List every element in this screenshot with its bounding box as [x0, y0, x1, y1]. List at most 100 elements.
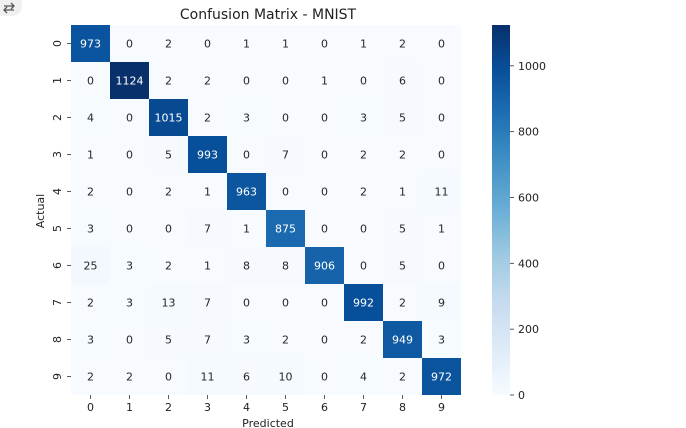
y-axis-label: Actual	[34, 194, 47, 228]
x-axis-label: Predicted	[242, 417, 294, 428]
heatmap-cell	[305, 173, 344, 210]
cell-value-label: 2	[399, 38, 406, 51]
cell-value-label: 1	[204, 186, 211, 199]
cell-value-label: 13	[162, 297, 176, 310]
cell-value-label: 5	[165, 334, 172, 347]
cell-value-label: 0	[360, 223, 367, 236]
cell-value-label: 2	[360, 149, 367, 162]
heatmap-cell	[383, 62, 422, 99]
cell-value-label: 3	[87, 223, 94, 236]
cell-value-label: 2	[87, 186, 94, 199]
heatmap-cell	[422, 136, 461, 173]
cell-value-label: 1	[282, 38, 289, 51]
heatmap-cell	[344, 358, 383, 395]
y-tick-label: 3	[51, 151, 64, 158]
colorbar-tick-label: 600	[518, 191, 539, 204]
cell-value-label: 25	[84, 260, 98, 273]
cell-value-label: 0	[321, 371, 328, 384]
heatmap-cell	[344, 173, 383, 210]
heatmap-cell	[110, 210, 149, 247]
heatmap-cell	[149, 25, 188, 62]
x-tick-label: 5	[282, 401, 289, 414]
x-tick-label: 3	[204, 401, 211, 414]
cell-value-label: 9	[438, 297, 445, 310]
cell-value-label: 0	[126, 334, 133, 347]
chart-title: Confusion Matrix - MNIST	[180, 7, 357, 23]
heatmap-cell	[188, 247, 227, 284]
heatmap-cell	[110, 247, 149, 284]
cell-value-label: 0	[282, 186, 289, 199]
heatmap-cell	[344, 25, 383, 62]
collapse-icon[interactable]	[0, 0, 22, 16]
colorbar-tick-label: 200	[518, 323, 539, 336]
cell-value-label: 0	[321, 38, 328, 51]
cell-value-label: 0	[321, 334, 328, 347]
heatmap-cell	[110, 136, 149, 173]
heatmap-cell	[266, 173, 305, 210]
heatmap-cell	[422, 321, 461, 358]
heatmap-cell	[188, 358, 227, 395]
cell-value-label: 0	[321, 223, 328, 236]
cell-value-label: 8	[243, 260, 250, 273]
colorbar-tick-label: 400	[518, 257, 539, 270]
heatmap-cell	[422, 25, 461, 62]
heatmap-cell	[188, 321, 227, 358]
cell-value-label: 0	[126, 149, 133, 162]
heatmap-cell	[383, 99, 422, 136]
x-tick-label: 8	[399, 401, 406, 414]
heatmap-cell	[188, 62, 227, 99]
heatmap-cell	[344, 136, 383, 173]
heatmap-cell	[422, 358, 461, 395]
heatmap-cell	[266, 25, 305, 62]
cell-value-label: 1	[87, 149, 94, 162]
heatmap-cell	[422, 210, 461, 247]
heatmap-cell	[305, 321, 344, 358]
heatmap-cell	[71, 136, 110, 173]
heatmap-cell	[305, 210, 344, 247]
cell-value-label: 3	[243, 334, 250, 347]
heatmap-cell	[71, 173, 110, 210]
heatmap-cell	[305, 284, 344, 321]
x-tick-label: 4	[243, 401, 250, 414]
heatmap-cell	[71, 99, 110, 136]
cell-value-label: 5	[399, 112, 406, 125]
heatmap-cell	[227, 358, 266, 395]
x-tick-label: 0	[87, 401, 94, 414]
cell-value-label: 0	[87, 75, 94, 88]
heatmap-cell	[422, 99, 461, 136]
heatmap-cell	[422, 284, 461, 321]
heatmap-cell	[227, 210, 266, 247]
heatmap-cell	[227, 25, 266, 62]
heatmap-cell	[149, 284, 188, 321]
cell-value-label: 973	[80, 38, 101, 51]
heatmap-cell	[227, 99, 266, 136]
y-tick-label: 0	[51, 40, 64, 47]
cell-value-label: 6	[399, 75, 406, 88]
heatmap-cell	[266, 247, 305, 284]
cell-value-label: 906	[314, 260, 335, 273]
cell-value-label: 0	[438, 38, 445, 51]
heatmap-cells: 973 0 2 0 1 1 0 1 2 00 1124 2 2 0 0 1 0 6 04 0 1015 2 3 0 0 3 5 01 0…	[71, 25, 461, 395]
cell-value-label: 2	[87, 297, 94, 310]
cell-value-label: 0	[243, 149, 250, 162]
cell-value-label: 992	[353, 297, 374, 310]
cell-value-label: 963	[236, 186, 257, 199]
cell-value-label: 0	[438, 75, 445, 88]
x-tick-label: 6	[321, 401, 328, 414]
cell-value-label: 2	[165, 186, 172, 199]
cell-value-label: 0	[165, 371, 172, 384]
cell-value-label: 2	[282, 334, 289, 347]
cell-value-label: 2	[165, 75, 172, 88]
heatmap-cell	[227, 321, 266, 358]
y-tick-label: 9	[51, 373, 64, 380]
heatmap-cell	[305, 136, 344, 173]
heatmap-cell	[383, 25, 422, 62]
heatmap-cell	[149, 173, 188, 210]
cell-value-label: 0	[321, 297, 328, 310]
y-axis-ticks: 0 1 2 3 4 5 6 7 8 9	[51, 40, 71, 380]
cell-value-label: 0	[438, 149, 445, 162]
heatmap-cell	[422, 62, 461, 99]
heatmap-cell	[266, 358, 305, 395]
cell-value-label: 949	[392, 334, 413, 347]
